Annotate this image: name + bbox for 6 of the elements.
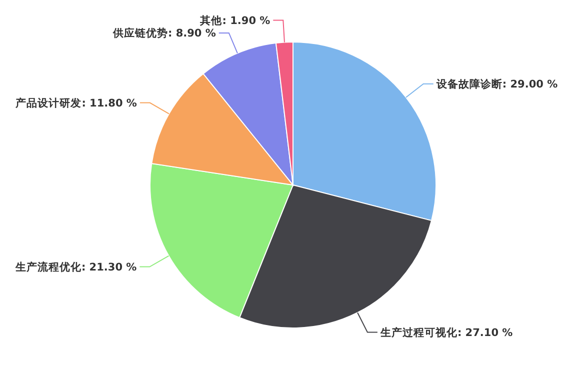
slice-label: 生产流程优化: 21.30 % (14, 260, 138, 274)
slice-label: 产品设计研发: 11.80 % (14, 96, 138, 110)
slice-label: 供应链优势: 8.90 % (112, 26, 216, 40)
slice-label: 其他: 1.90 % (199, 14, 271, 27)
slice-label: 生产过程可视化: 27.10 % (379, 326, 514, 339)
slice-label: 设备故障诊断: 29.00 % (435, 78, 558, 91)
